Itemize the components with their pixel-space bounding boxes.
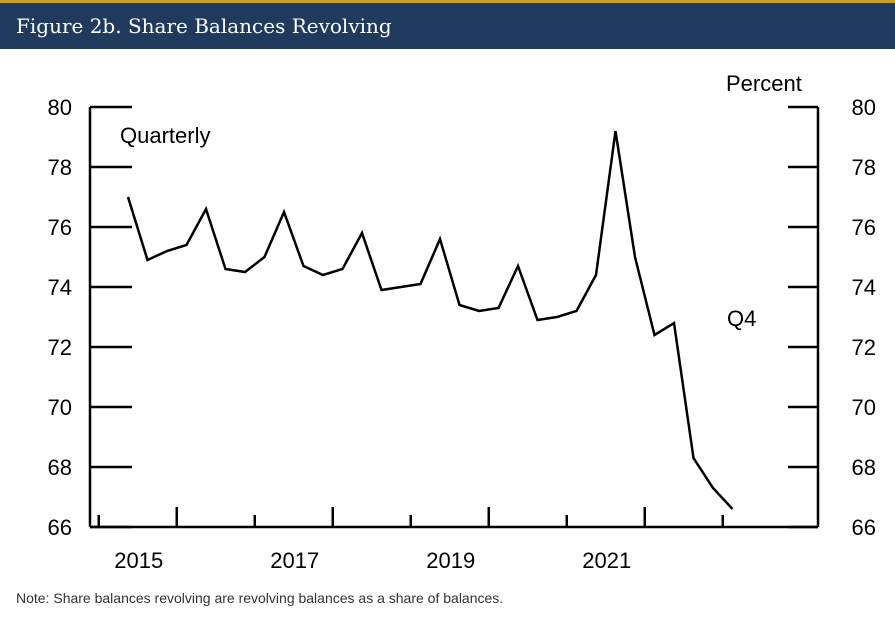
y-tick-label-right: 70 <box>852 395 876 420</box>
y-tick-label-left: 76 <box>48 215 72 240</box>
frequency-label: Quarterly <box>120 123 210 148</box>
x-tick-label: 2019 <box>426 548 475 573</box>
x-axis: 2015 2017 2019 2021 <box>97 507 724 573</box>
y-tick-label-left: 80 <box>48 95 72 120</box>
chart-frame <box>88 107 820 529</box>
chart-note: Note: Share balances revolving are revol… <box>16 590 504 606</box>
x-tick-label: 2017 <box>270 548 319 573</box>
y-tick-label-right: 68 <box>852 455 876 480</box>
x-tick-label: 2015 <box>114 548 163 573</box>
y-tick-label-left: 66 <box>48 515 72 540</box>
y-tick-label-right: 72 <box>852 335 876 360</box>
y-tick-label-right: 80 <box>852 95 876 120</box>
y-axis-left: 80 78 76 74 72 70 68 66 <box>48 95 132 540</box>
y-tick-label-left: 78 <box>48 155 72 180</box>
unit-label: Percent <box>726 71 802 96</box>
y-tick-label-right: 74 <box>852 275 876 300</box>
y-tick-label-left: 74 <box>48 275 72 300</box>
y-tick-label-right: 66 <box>852 515 876 540</box>
y-tick-label-left: 70 <box>48 395 72 420</box>
top-accent-line <box>0 0 895 3</box>
x-tick-label: 2021 <box>582 548 631 573</box>
end-label-q4: Q4 <box>727 306 756 331</box>
y-tick-label-left: 72 <box>48 335 72 360</box>
series-line <box>126 130 734 510</box>
y-axis-right: 80 78 76 74 72 70 68 66 <box>788 95 876 540</box>
y-tick-label-right: 76 <box>852 215 876 240</box>
y-tick-label-right: 78 <box>852 155 876 180</box>
y-tick-label-left: 68 <box>48 455 72 480</box>
figure-title: Figure 2b. Share Balances Revolving <box>0 3 895 49</box>
